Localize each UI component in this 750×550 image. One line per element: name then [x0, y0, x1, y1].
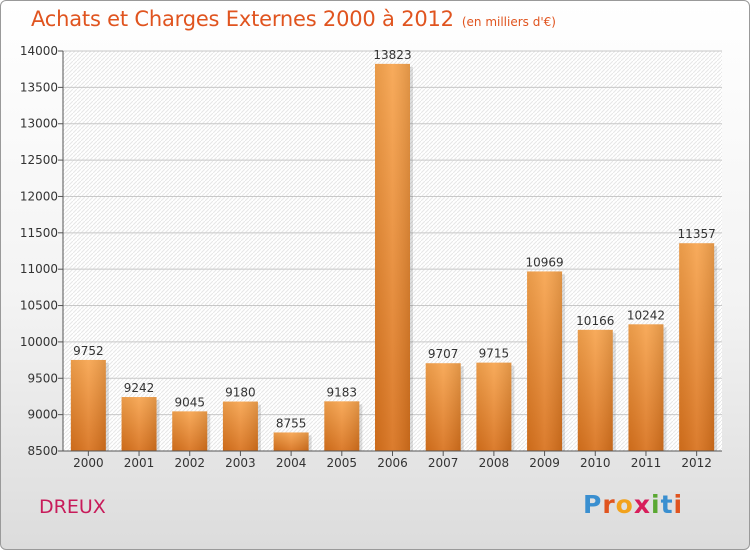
- bar-sheen-2003: [222, 401, 258, 451]
- y-tick-label-6: 11500: [20, 226, 58, 240]
- y-axis: 8500 9000 9500 10000 10500 11000 11500 12000 125…: [20, 44, 64, 458]
- x-tick-label-2003: 2003: [225, 456, 256, 470]
- bar-sheen-2011: [628, 324, 664, 451]
- logo-letter-2: o: [615, 490, 634, 519]
- location-label: DREUX: [39, 496, 106, 518]
- x-tick-label-2007: 2007: [428, 456, 459, 470]
- bar-value-label-2011: 10242: [627, 308, 665, 322]
- bar-sheen-2010: [577, 329, 613, 451]
- bar-sheen-2007: [425, 363, 461, 451]
- bar-value-label-2003: 9180: [225, 386, 256, 400]
- bar-value-label-2000: 9752: [73, 344, 104, 358]
- x-tick-label-2001: 2001: [124, 456, 155, 470]
- bar-sheen-2009: [527, 271, 563, 451]
- logo-letter-4: i: [651, 490, 661, 519]
- logo-letter-0: P: [583, 490, 603, 519]
- logo-letter-6: i: [673, 490, 684, 519]
- bar-sheen-2002: [172, 411, 208, 451]
- y-tick-label-10: 13500: [20, 80, 58, 94]
- y-tick-label-2: 9500: [27, 371, 58, 385]
- chart-title-text: Achats et Charges Externes 2000 à 2012: [31, 7, 454, 31]
- x-tick-label-2010: 2010: [580, 456, 611, 470]
- y-tick-label-4: 10500: [20, 299, 58, 313]
- bar-sheen-2005: [324, 401, 360, 451]
- y-tick-label-3: 10000: [20, 335, 58, 349]
- x-tick-label-2006: 2006: [377, 456, 408, 470]
- bar-sheen-2006: [375, 63, 410, 451]
- bar-sheen-2000: [70, 359, 106, 451]
- logo-letter-3: x: [633, 490, 651, 519]
- x-tick-label-2009: 2009: [529, 456, 560, 470]
- chart-subtitle: (en milliers d'€): [461, 15, 556, 29]
- bar-sheen-2012: [679, 243, 715, 451]
- bar-sheen-2001: [121, 397, 157, 451]
- bar-sheen-2004: [273, 432, 309, 451]
- bar-value-label-2009: 10969: [525, 255, 563, 269]
- bars: 9752 9242 9045 9180 8755 9183 13823 9707 9715 109…: [70, 48, 718, 451]
- y-tick-label-7: 12000: [20, 189, 58, 203]
- x-tick-label-2012: 2012: [681, 456, 712, 470]
- bar-value-label-2004: 8755: [276, 416, 307, 430]
- logo-letter-1: r: [602, 490, 616, 519]
- bar-value-label-2007: 9707: [428, 347, 459, 361]
- x-tick-label-2002: 2002: [174, 456, 205, 470]
- chart-title: Achats et Charges Externes 2000 à 2012 (e…: [31, 7, 556, 31]
- bar-value-label-2008: 9715: [479, 347, 510, 361]
- proxiti-logo: Proxiti: [583, 490, 683, 519]
- y-tick-label-5: 11000: [20, 262, 58, 276]
- bar-value-label-2001: 9242: [124, 381, 155, 395]
- y-tick-label-8: 12500: [20, 153, 58, 167]
- x-tick-label-2005: 2005: [327, 456, 358, 470]
- x-axis: 2000 2001 2002 2003 2004 2005 2006 2007 2008 2009…: [63, 450, 722, 470]
- x-tick-label-2011: 2011: [631, 456, 662, 470]
- x-tick-label-2008: 2008: [479, 456, 510, 470]
- logo-letter-5: t: [660, 490, 674, 519]
- x-tick-label-2000: 2000: [73, 456, 104, 470]
- bar-sheen-2008: [476, 362, 512, 451]
- y-tick-label-1: 9000: [27, 408, 58, 422]
- bar-value-label-2012: 11357: [678, 227, 716, 241]
- y-tick-label-11: 14000: [20, 44, 58, 58]
- bar-value-label-2006: 13823: [373, 48, 411, 62]
- y-tick-label-0: 8500: [27, 444, 58, 458]
- x-tick-label-2004: 2004: [276, 456, 307, 470]
- bar-value-label-2005: 9183: [327, 385, 358, 399]
- y-tick-label-9: 13000: [20, 117, 58, 131]
- bar-value-label-2010: 10166: [576, 314, 614, 328]
- bar-value-label-2002: 9045: [174, 395, 205, 409]
